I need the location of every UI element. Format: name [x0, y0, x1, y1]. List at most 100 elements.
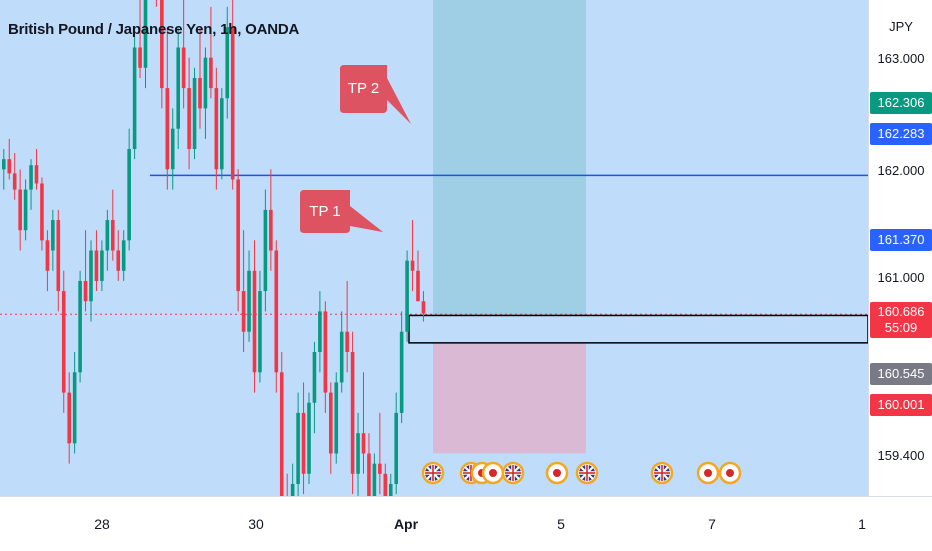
- candle-body: [301, 412, 306, 474]
- candle-body: [67, 392, 71, 444]
- candle-body: [100, 250, 104, 281]
- candle-body: [416, 270, 420, 302]
- candle-body: [2, 159, 6, 170]
- candle-body: [383, 473, 388, 496]
- candle-body: [214, 88, 219, 170]
- candle-body: [230, 27, 235, 180]
- time-tick-label: Apr: [393, 516, 419, 532]
- candle-body: [350, 352, 355, 474]
- price-tag-value: 160.001: [877, 397, 925, 412]
- price-tag: 160.686 55:09: [870, 302, 932, 338]
- price-tag-countdown: 55:09: [884, 320, 918, 335]
- candle-body: [34, 165, 39, 184]
- jp-flag-dot: [704, 469, 712, 477]
- candle-body: [94, 250, 99, 281]
- candle-body: [138, 47, 142, 68]
- candle-body: [269, 209, 273, 251]
- callout-bubble-2: [300, 190, 383, 233]
- candle-body: [399, 331, 404, 413]
- candle-body: [187, 88, 191, 149]
- price-tag: 160.545: [870, 363, 932, 385]
- jp-flag-dot: [726, 469, 734, 477]
- candle-body: [290, 483, 295, 496]
- candle-body: [7, 159, 12, 174]
- candle-body: [367, 453, 371, 496]
- candle-body: [56, 220, 61, 292]
- chart-title: British Pound / Japanese Yen, 1h, OANDA: [8, 21, 300, 38]
- candle-body: [236, 179, 240, 292]
- candle-body: [361, 433, 366, 454]
- chart-area[interactable]: British Pound / Japanese Yen, 1h, OANDA …: [0, 0, 868, 496]
- candle-body: [394, 412, 398, 484]
- price-tick-label: 161.000: [877, 270, 925, 285]
- candle-body: [61, 291, 66, 393]
- candle-body: [18, 189, 22, 231]
- time-tick-label: 28: [94, 516, 110, 532]
- candle-body: [263, 209, 268, 292]
- candle-body: [116, 250, 121, 271]
- callout-bubble-1: [340, 65, 411, 124]
- stop-box: [433, 342, 586, 454]
- price-tag: 162.306: [870, 92, 932, 114]
- candle-body: [23, 189, 28, 231]
- candle-body: [241, 291, 246, 332]
- jp-flag-dot: [489, 469, 497, 477]
- candle-body: [258, 291, 262, 373]
- candle-body: [356, 433, 360, 474]
- candle-body: [51, 220, 55, 251]
- price-tag-value: 161.370: [877, 232, 925, 247]
- candle-body: [29, 165, 33, 190]
- candle-body: [252, 270, 257, 373]
- time-tick-label: 5: [557, 516, 565, 532]
- candle-body: [410, 260, 415, 271]
- candle-body: [105, 220, 110, 251]
- candle-body: [83, 280, 88, 302]
- candle-body: [198, 77, 202, 109]
- price-tick-label: 163.000: [877, 51, 925, 66]
- price-tag-value: 160.686: [877, 304, 925, 319]
- jp-flag-dot: [553, 469, 561, 477]
- candle-body: [143, 0, 148, 68]
- price-tag-value: 160.545: [877, 366, 925, 381]
- axis-currency: JPY: [889, 19, 913, 34]
- candle-body: [225, 27, 230, 99]
- candle-body: [312, 352, 317, 403]
- candle-body: [203, 57, 208, 109]
- candle-body: [405, 260, 409, 332]
- candle-body: [378, 463, 382, 474]
- callout-label-1: TP 2: [347, 80, 380, 97]
- candle-body: [192, 77, 197, 149]
- time-tick-label: 1: [858, 516, 866, 532]
- candle-body: [318, 311, 322, 352]
- candle-body: [307, 402, 311, 474]
- candle-body: [345, 331, 349, 352]
- candle-body: [170, 128, 175, 170]
- candle-body: [279, 372, 284, 496]
- price-axis[interactable]: JPY 163.000 162.000 161.000 159.400 162.306 1…: [868, 0, 932, 496]
- candle-body: [274, 250, 279, 373]
- candle-body: [181, 47, 186, 89]
- price-tag-value: 162.283: [877, 126, 925, 141]
- entry-box: [408, 314, 868, 344]
- candle-body: [220, 98, 224, 170]
- candle-body: [89, 250, 93, 302]
- candle-body: [329, 392, 333, 454]
- candle-body: [339, 331, 344, 383]
- price-tick-label: 159.400: [877, 448, 925, 463]
- candle-body: [296, 412, 300, 484]
- time-tick-label: 30: [248, 516, 264, 532]
- candle-body: [45, 240, 50, 271]
- candle-body: [165, 88, 170, 170]
- candle-body: [388, 483, 393, 496]
- candle-body: [72, 372, 77, 444]
- price-tag-value: 162.306: [877, 95, 925, 110]
- candle-body: [372, 463, 377, 496]
- candle-body: [160, 0, 164, 89]
- candle-body: [12, 173, 17, 190]
- price-tag: 161.370: [870, 229, 932, 251]
- chart-canvas: [0, 0, 868, 496]
- price-tag: 162.283: [870, 123, 932, 145]
- candle-body: [323, 311, 328, 393]
- candle-body: [176, 47, 180, 129]
- time-axis[interactable]: 28 30 Apr 5 7 1: [0, 496, 932, 551]
